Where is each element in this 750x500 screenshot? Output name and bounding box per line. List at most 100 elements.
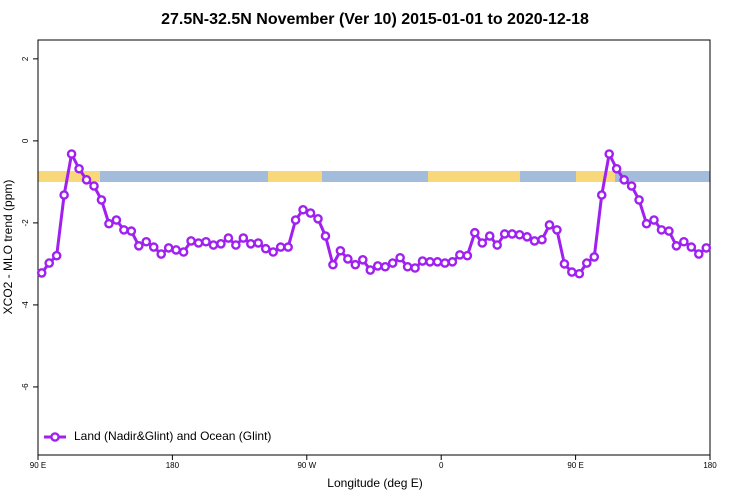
point — [529, 236, 540, 246]
point — [589, 252, 600, 262]
point — [216, 239, 226, 249]
point — [701, 243, 712, 253]
point — [492, 240, 503, 250]
point — [171, 245, 181, 255]
point — [328, 259, 338, 270]
point — [365, 265, 376, 275]
point — [305, 208, 316, 218]
point — [81, 175, 92, 185]
point — [686, 242, 697, 252]
point — [178, 247, 189, 257]
point — [275, 242, 286, 252]
point — [469, 227, 480, 238]
point — [567, 267, 577, 277]
point — [36, 268, 47, 278]
point — [133, 241, 144, 251]
point — [432, 257, 443, 267]
point — [455, 250, 465, 260]
point — [44, 258, 55, 268]
x-tick-label: 180 — [166, 461, 180, 470]
ocean-band — [38, 171, 710, 182]
point — [440, 258, 450, 268]
land-band — [428, 171, 520, 182]
point — [260, 243, 271, 254]
point — [402, 261, 413, 272]
chart-title: 27.5N-32.5N November (Ver 10) 2015-01-01… — [161, 11, 589, 28]
point — [74, 163, 84, 174]
y-axis-label: XCO2 - MLO trend (ppm) — [1, 180, 15, 315]
point — [253, 238, 264, 248]
point — [111, 215, 122, 225]
point — [201, 236, 211, 247]
point — [372, 261, 383, 271]
point — [290, 215, 301, 225]
point — [268, 247, 279, 257]
point — [552, 225, 562, 235]
point — [604, 149, 615, 159]
point — [596, 190, 607, 200]
point — [186, 236, 196, 246]
x-tick-label: 90 W — [297, 461, 316, 470]
y-tick-label: -4 — [21, 301, 30, 309]
point — [559, 259, 570, 269]
point — [51, 250, 62, 261]
point — [208, 240, 219, 250]
y-tick-label: -2 — [21, 219, 30, 227]
point — [96, 195, 107, 205]
point — [156, 249, 166, 259]
x-tick-label: 0 — [439, 461, 444, 470]
point — [104, 218, 114, 229]
point — [335, 245, 346, 256]
point — [141, 236, 152, 247]
point — [320, 231, 331, 241]
point — [499, 229, 510, 239]
x-tick-label: 180 — [703, 461, 717, 470]
point — [537, 234, 547, 245]
point — [641, 218, 652, 229]
point — [245, 239, 256, 249]
point — [410, 263, 420, 273]
point — [163, 243, 174, 253]
point — [119, 225, 129, 235]
point — [626, 181, 637, 191]
point — [694, 249, 704, 259]
point — [656, 225, 667, 235]
point — [574, 268, 585, 279]
point — [664, 226, 674, 236]
point — [484, 231, 495, 241]
point — [298, 204, 308, 215]
point — [619, 175, 629, 185]
point — [395, 252, 405, 263]
land-ocean-strip — [38, 171, 710, 182]
x-axis-label: Longitude (deg E) — [327, 476, 422, 490]
point — [582, 258, 592, 268]
land-band — [268, 171, 322, 182]
point — [283, 242, 293, 252]
point — [507, 229, 517, 239]
point — [634, 195, 644, 205]
x-tick-label: 90 E — [30, 461, 46, 470]
legend-marker — [50, 432, 60, 442]
point — [66, 149, 77, 159]
point — [148, 242, 159, 252]
point — [193, 238, 204, 248]
point — [238, 233, 249, 243]
x-tick-label: 90 E — [567, 461, 583, 470]
point — [59, 190, 69, 200]
point — [313, 213, 323, 224]
point — [425, 257, 435, 267]
land-band — [576, 171, 615, 182]
y-tick-label: 0 — [21, 138, 30, 143]
y-tick-label: -6 — [21, 383, 30, 391]
point — [223, 233, 234, 243]
legend-label: Land (Nadir&Glint) and Ocean (Glint) — [74, 429, 271, 443]
point — [343, 254, 353, 264]
point — [462, 250, 473, 261]
point — [126, 226, 137, 236]
point — [671, 241, 682, 251]
point — [611, 163, 622, 174]
point — [350, 259, 361, 270]
point — [387, 258, 398, 268]
point — [380, 261, 391, 272]
